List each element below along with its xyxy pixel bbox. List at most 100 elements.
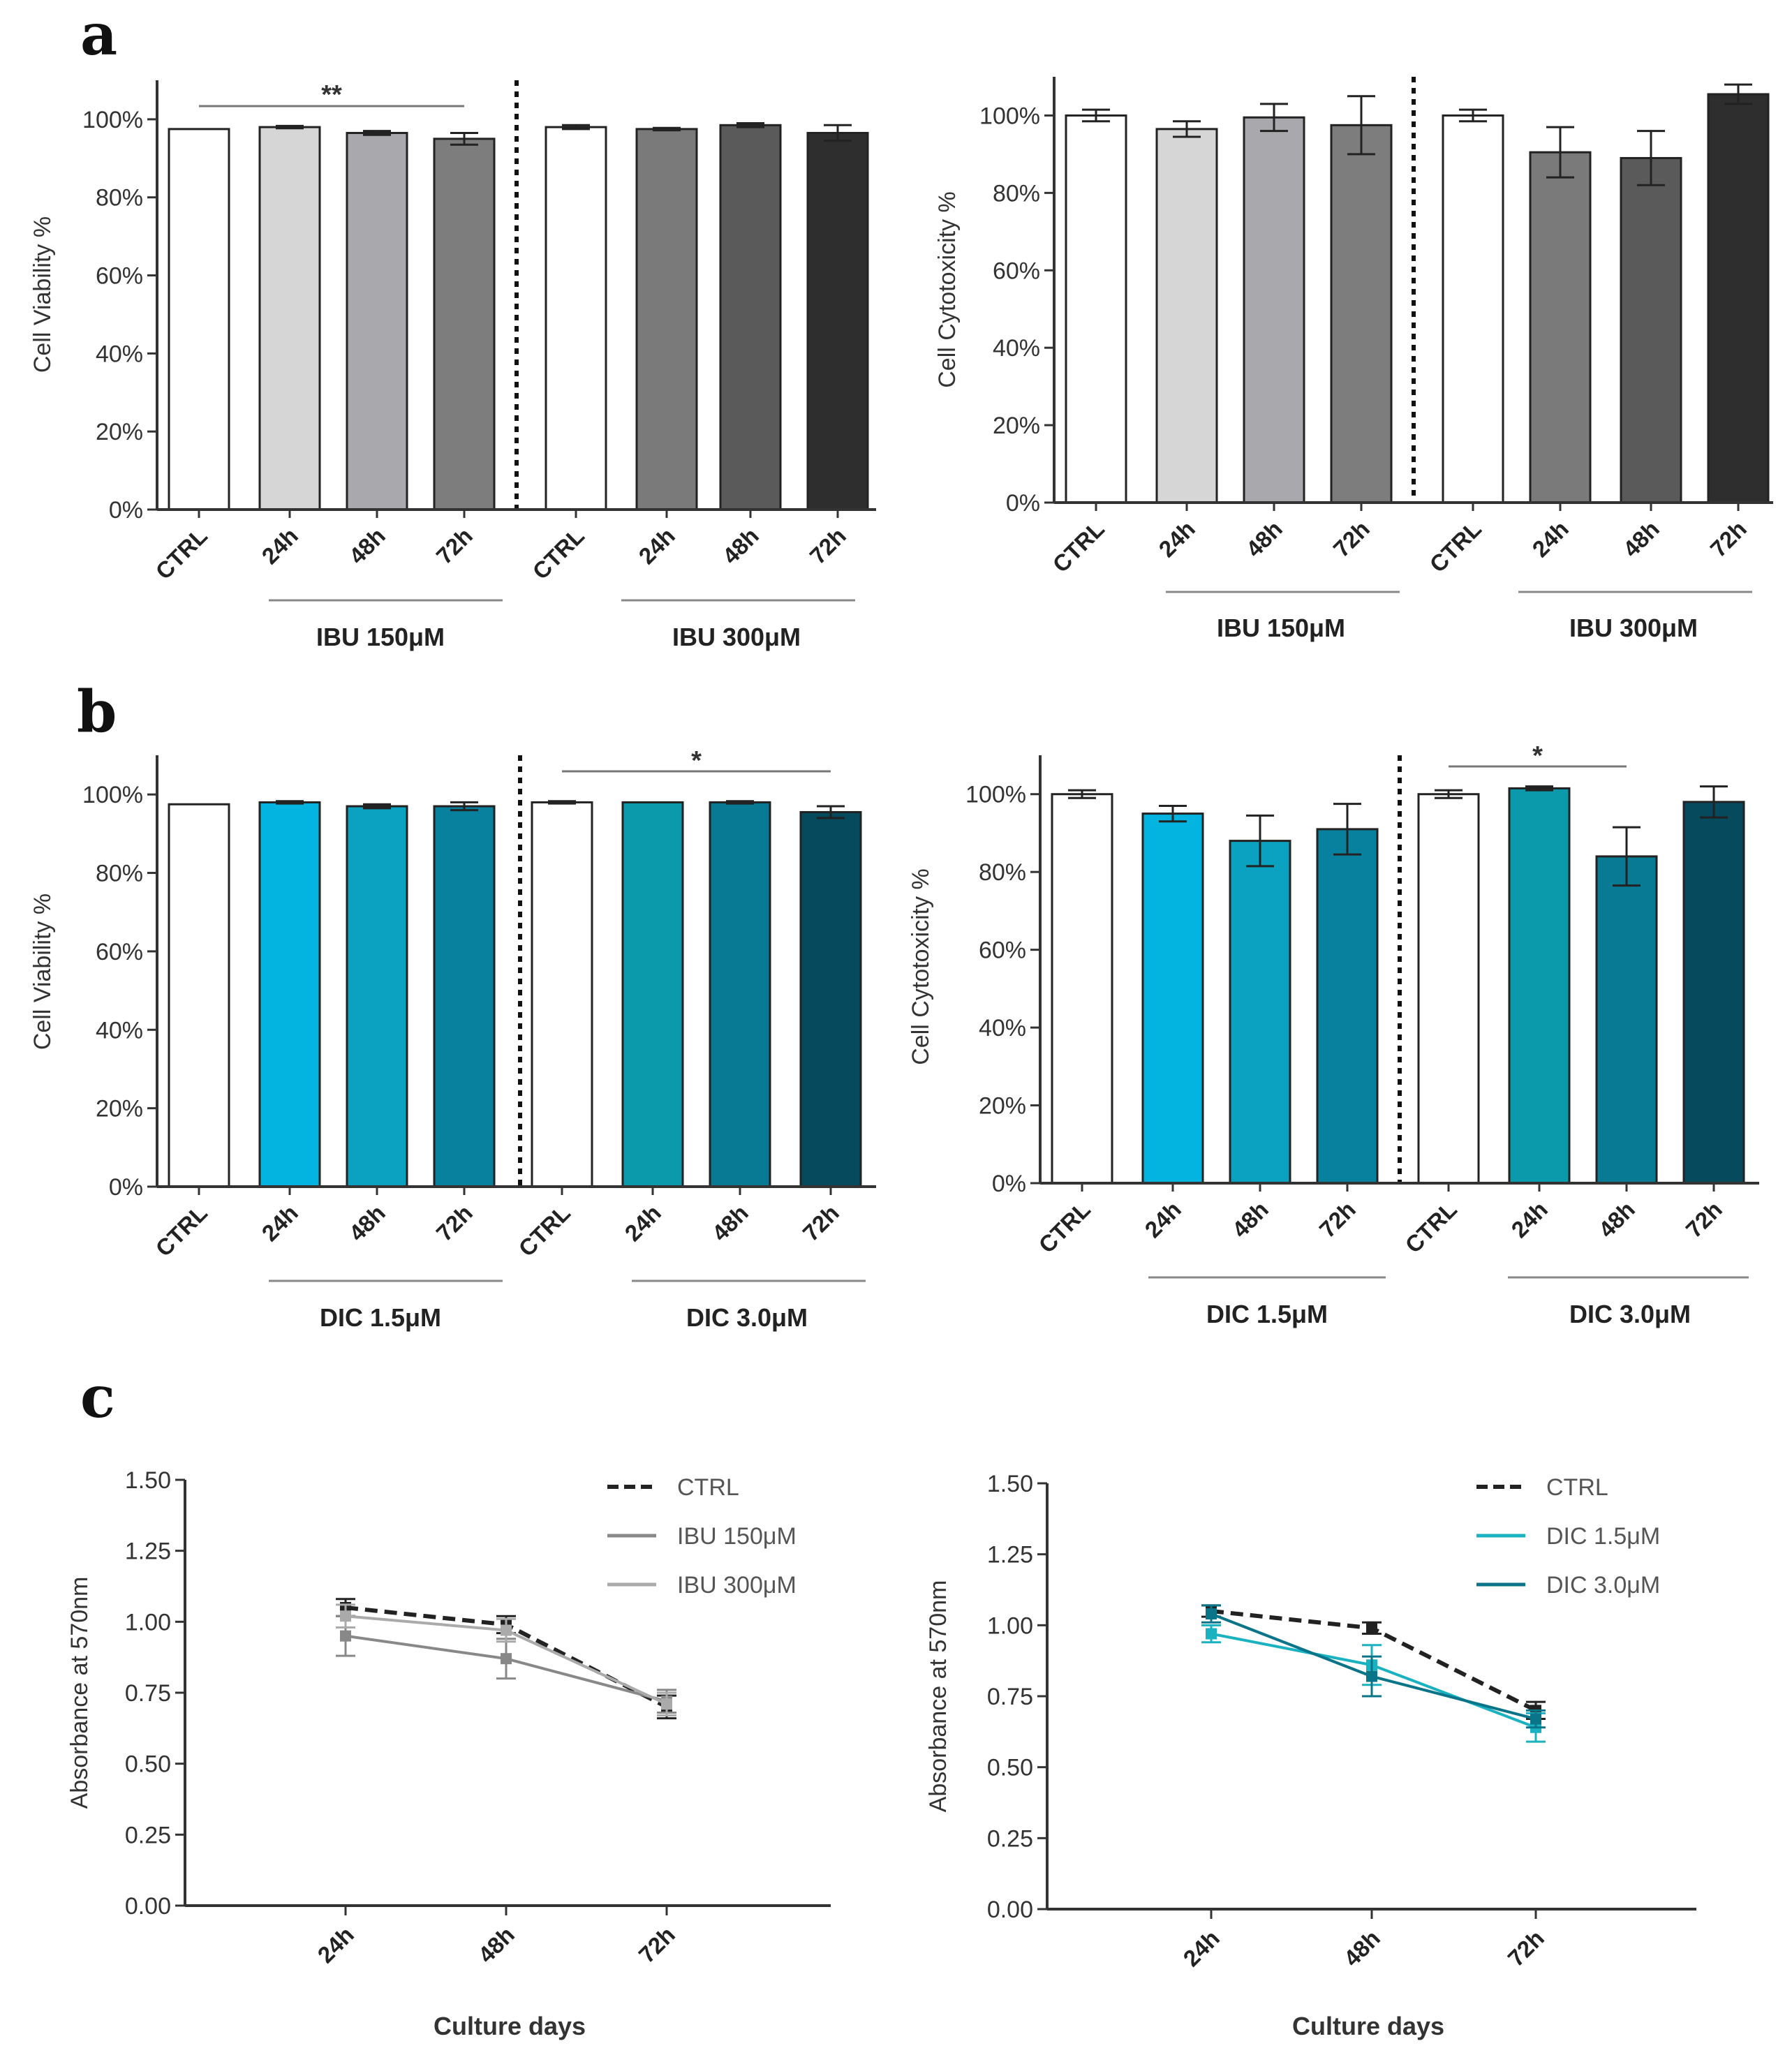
y-tick-label: 20% [96,1096,143,1122]
x-tick-label: 24h [1506,1196,1553,1242]
y-tick-label: 20% [979,1093,1026,1120]
x-tick-label: 72h [1315,1196,1361,1242]
significance-label: * [691,746,702,776]
y-tick-label: 60% [96,263,143,290]
bar [799,810,862,1188]
y-tick-label: 80% [993,180,1040,207]
chart-b-viability: 0% 20% 40% 60% 80% 100% CTRL 24h 48h 72h CTRL 24h 4… [29,746,876,1332]
group-label: IBU 300μM [1569,614,1698,642]
bar [258,801,321,1188]
group-label: DIC 3.0μM [686,1303,808,1332]
y-tick-label: 40% [96,341,143,367]
x-tick-label: 24h [634,523,680,569]
x-tick-label: 72h [1705,516,1752,562]
y-tick-label: 100% [979,103,1040,129]
y-tick-label: 60% [979,937,1026,964]
bar [258,126,321,511]
bar [635,128,698,511]
x-tick-label: 48h [1339,1925,1385,1971]
x-tick-label: 48h [707,1200,753,1246]
x-tick-label: 72h [634,1922,680,1968]
y-tick-label: 1.50 [987,1471,1033,1497]
bar [1442,114,1504,504]
y-tick-label: 0% [109,1174,143,1201]
x-tick-label: 72h [1328,516,1375,562]
chart-b-cytotoxicity: 0% 20% 40% 60% 80% 100% CTRL 24h 48h 72h CTRL 24h 4… [908,741,1759,1328]
y-tick-label: 100% [82,107,143,133]
y-tick-label: 1.00 [125,1609,171,1635]
bar [1330,124,1393,504]
y-tick-label: 40% [993,335,1040,362]
bar [1682,801,1745,1185]
group-label: IBU 150μM [1217,614,1345,642]
y-tick-label: 100% [82,782,143,808]
x-tick-label: 48h [473,1922,519,1968]
panel-label-a: a [80,1,117,68]
bar [1065,114,1127,504]
y-tick-label: 20% [993,413,1040,439]
x-tick-label: 24h [620,1200,666,1246]
y-tick-label: 0% [109,497,143,524]
x-tick-label: 48h [1241,516,1287,562]
bar [168,803,230,1188]
x-tick-label: 24h [1140,1196,1186,1242]
y-tick-label: 80% [979,859,1026,886]
y-tick-label: 1.50 [125,1467,171,1494]
y-tick-label: 80% [96,185,143,212]
y-tick-label: 0.25 [125,1822,171,1848]
y-tick-label: 1.00 [987,1612,1033,1639]
y-tick-label: 100% [965,782,1026,808]
y-tick-label: 20% [96,419,143,445]
bar [1243,116,1305,504]
bar [1155,128,1218,504]
x-tick-label: 48h [344,523,390,569]
bar [709,801,771,1188]
data-point [1530,1713,1541,1725]
y-tick-label: 1.25 [987,1542,1033,1568]
group-label: DIC 3.0μM [1569,1300,1691,1328]
bar [806,131,869,511]
bar [1141,813,1204,1185]
x-tick-label: CTRL [151,1200,212,1261]
x-tick-label: 72h [431,1200,477,1246]
data-point [1366,1670,1377,1682]
x-tick-label: 72h [805,523,851,569]
x-tick-label: 48h [344,1200,390,1246]
bar [1316,828,1379,1185]
panel-label-b: b [77,678,117,745]
data-point [661,1698,672,1710]
data-point [1206,1628,1217,1640]
y-tick-label: 0.50 [125,1751,171,1778]
x-tick-label: 72h [431,523,477,569]
x-tick-label: 48h [1594,1196,1640,1242]
bar [545,126,607,511]
bar [621,801,684,1188]
chart-a-viability: 0% 20% 40% 60% 80% 100% CTRL 24h 48h 72h CTRL 24h 4… [29,80,876,651]
bar [1707,93,1770,504]
x-tick-label: 72h [1503,1925,1549,1971]
legend-label: DIC 1.5μM [1546,1523,1660,1550]
x-tick-label: 48h [1618,516,1664,562]
chart-c-dic: 0.00 0.25 0.50 0.75 1.00 1.25 1.50 24h 48h 72h C… [925,1471,1696,2040]
data-point [340,1630,351,1642]
x-tick-label: CTRL [1034,1196,1095,1258]
group-label: DIC 1.5μM [1206,1300,1328,1328]
data-point [501,1624,512,1636]
data-point [340,1610,351,1622]
y-axis-label: Cell Viability % [29,893,56,1050]
chart-a-cytotoxicity: 0% 20% 40% 60% 80% 100% CTRL 24h 48h 72h CTRL 24h 4… [934,77,1773,642]
y-tick-label: 0.50 [987,1755,1033,1781]
x-tick-label: 24h [1178,1925,1224,1971]
bar [433,138,496,511]
bar [346,131,408,511]
y-axis-label: Absorbance at 570nm [925,1580,951,1813]
x-tick-label: 48h [1227,1196,1273,1242]
y-tick-label: 40% [979,1015,1026,1041]
bar [168,128,230,511]
y-tick-label: 80% [96,861,143,887]
bar [531,801,593,1188]
y-axis-label: Cell Cytotoxicity % [908,868,934,1065]
panel-label-c: c [80,1364,115,1431]
y-tick-label: 0.75 [125,1680,171,1707]
y-tick-label: 0% [992,1171,1026,1197]
